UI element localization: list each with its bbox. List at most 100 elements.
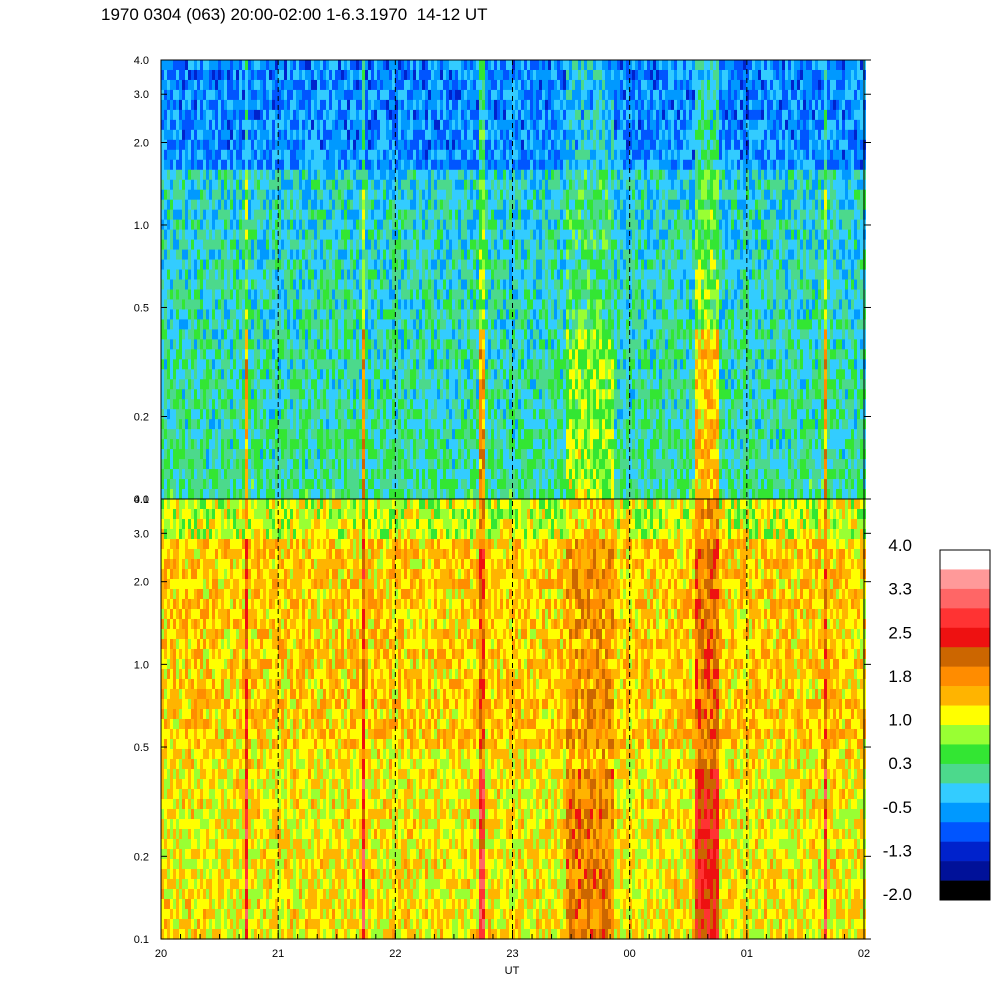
heatmap-cell — [179, 209, 182, 221]
heatmap-cell — [161, 409, 164, 420]
heatmap-cell — [410, 239, 413, 251]
heatmap-cell — [242, 279, 245, 291]
heatmap-cell — [335, 199, 338, 211]
heatmap-cell — [320, 99, 323, 111]
heatmap-cell — [371, 479, 374, 490]
heatmap-cell — [275, 69, 278, 81]
heatmap-cell — [218, 299, 221, 311]
heatmap-cell — [434, 399, 437, 410]
heatmap-cell — [446, 239, 449, 251]
heatmap-cell — [374, 179, 377, 191]
heatmap-cell — [230, 269, 233, 281]
heatmap-cell — [278, 379, 281, 390]
heatmap-cell — [203, 389, 206, 400]
heatmap-cell — [464, 159, 467, 171]
heatmap-cell — [260, 89, 263, 101]
heatmap-cell — [185, 249, 188, 261]
heatmap-cell — [314, 429, 317, 440]
heatmap-cell — [479, 299, 482, 311]
heatmap-cell — [365, 489, 368, 500]
heatmap-cell — [464, 279, 467, 291]
heatmap-cell — [224, 269, 227, 281]
heatmap-cell — [221, 69, 224, 81]
heatmap-cell — [482, 339, 485, 350]
heatmap-cell — [365, 429, 368, 440]
heatmap-cell — [224, 219, 227, 231]
heatmap-cell — [323, 129, 326, 141]
heatmap-cell — [467, 379, 470, 390]
heatmap-cell — [404, 159, 407, 171]
heatmap-cell — [359, 329, 362, 340]
heatmap-cell — [245, 269, 248, 281]
heatmap-cell — [311, 79, 314, 91]
heatmap-cell — [458, 449, 461, 460]
heatmap-cell — [305, 129, 308, 141]
heatmap-cell — [233, 249, 236, 261]
heatmap-cell — [368, 139, 371, 151]
heatmap-cell — [245, 279, 248, 291]
heatmap-cell — [452, 179, 455, 191]
heatmap-cell — [446, 399, 449, 410]
heatmap-cell — [200, 369, 203, 380]
heatmap-cell — [239, 269, 242, 281]
heatmap-cell — [338, 299, 341, 311]
heatmap-cell — [224, 299, 227, 311]
heatmap-cell — [401, 419, 404, 430]
heatmap-cell — [494, 409, 497, 420]
heatmap-cell — [356, 179, 359, 191]
heatmap-cell — [332, 429, 335, 440]
heatmap-cell — [431, 199, 434, 211]
heatmap-cell — [362, 119, 365, 131]
heatmap-cell — [353, 239, 356, 251]
heatmap-cell — [494, 209, 497, 221]
heatmap-cell — [314, 439, 317, 450]
heatmap-cell — [194, 99, 197, 111]
heatmap-cell — [458, 279, 461, 291]
heatmap-cell — [197, 60, 200, 71]
heatmap-cell — [233, 60, 236, 71]
heatmap-cell — [191, 409, 194, 420]
heatmap-cell — [359, 299, 362, 311]
heatmap-cell — [251, 199, 254, 211]
heatmap-cell — [467, 319, 470, 330]
heatmap-cell — [167, 259, 170, 271]
heatmap-cell — [242, 289, 245, 301]
heatmap-cell — [170, 259, 173, 271]
heatmap-cell — [263, 79, 266, 91]
heatmap-cell — [422, 219, 425, 231]
heatmap-cell — [479, 409, 482, 420]
heatmap-cell — [482, 249, 485, 261]
heatmap-cell — [416, 299, 419, 311]
heatmap-cell — [371, 109, 374, 121]
heatmap-cell — [410, 489, 413, 500]
heatmap-cell — [494, 69, 497, 81]
heatmap-cell — [413, 159, 416, 171]
heatmap-cell — [485, 299, 488, 311]
heatmap-cell — [329, 319, 332, 330]
heatmap-cell — [302, 109, 305, 121]
heatmap-cell — [281, 349, 284, 360]
heatmap-cell — [371, 60, 374, 71]
heatmap-cell — [299, 319, 302, 330]
heatmap-cell — [176, 239, 179, 251]
heatmap-cell — [299, 299, 302, 311]
heatmap-cell — [182, 209, 185, 221]
heatmap-cell — [317, 289, 320, 301]
heatmap-cell — [308, 179, 311, 191]
heatmap-cell — [461, 189, 464, 201]
heatmap-cell — [293, 89, 296, 101]
heatmap-cell — [185, 309, 188, 321]
heatmap-cell — [311, 399, 314, 410]
heatmap-cell — [260, 489, 263, 500]
heatmap-cell — [389, 379, 392, 390]
heatmap-cell — [476, 69, 479, 81]
heatmap-cell — [452, 269, 455, 281]
heatmap-cell — [296, 60, 299, 71]
heatmap-cell — [215, 219, 218, 231]
heatmap-cell — [434, 459, 437, 470]
heatmap-cell — [470, 459, 473, 470]
heatmap-cell — [221, 189, 224, 201]
heatmap-cell — [332, 279, 335, 291]
heatmap-cell — [281, 379, 284, 390]
heatmap-cell — [425, 439, 428, 450]
